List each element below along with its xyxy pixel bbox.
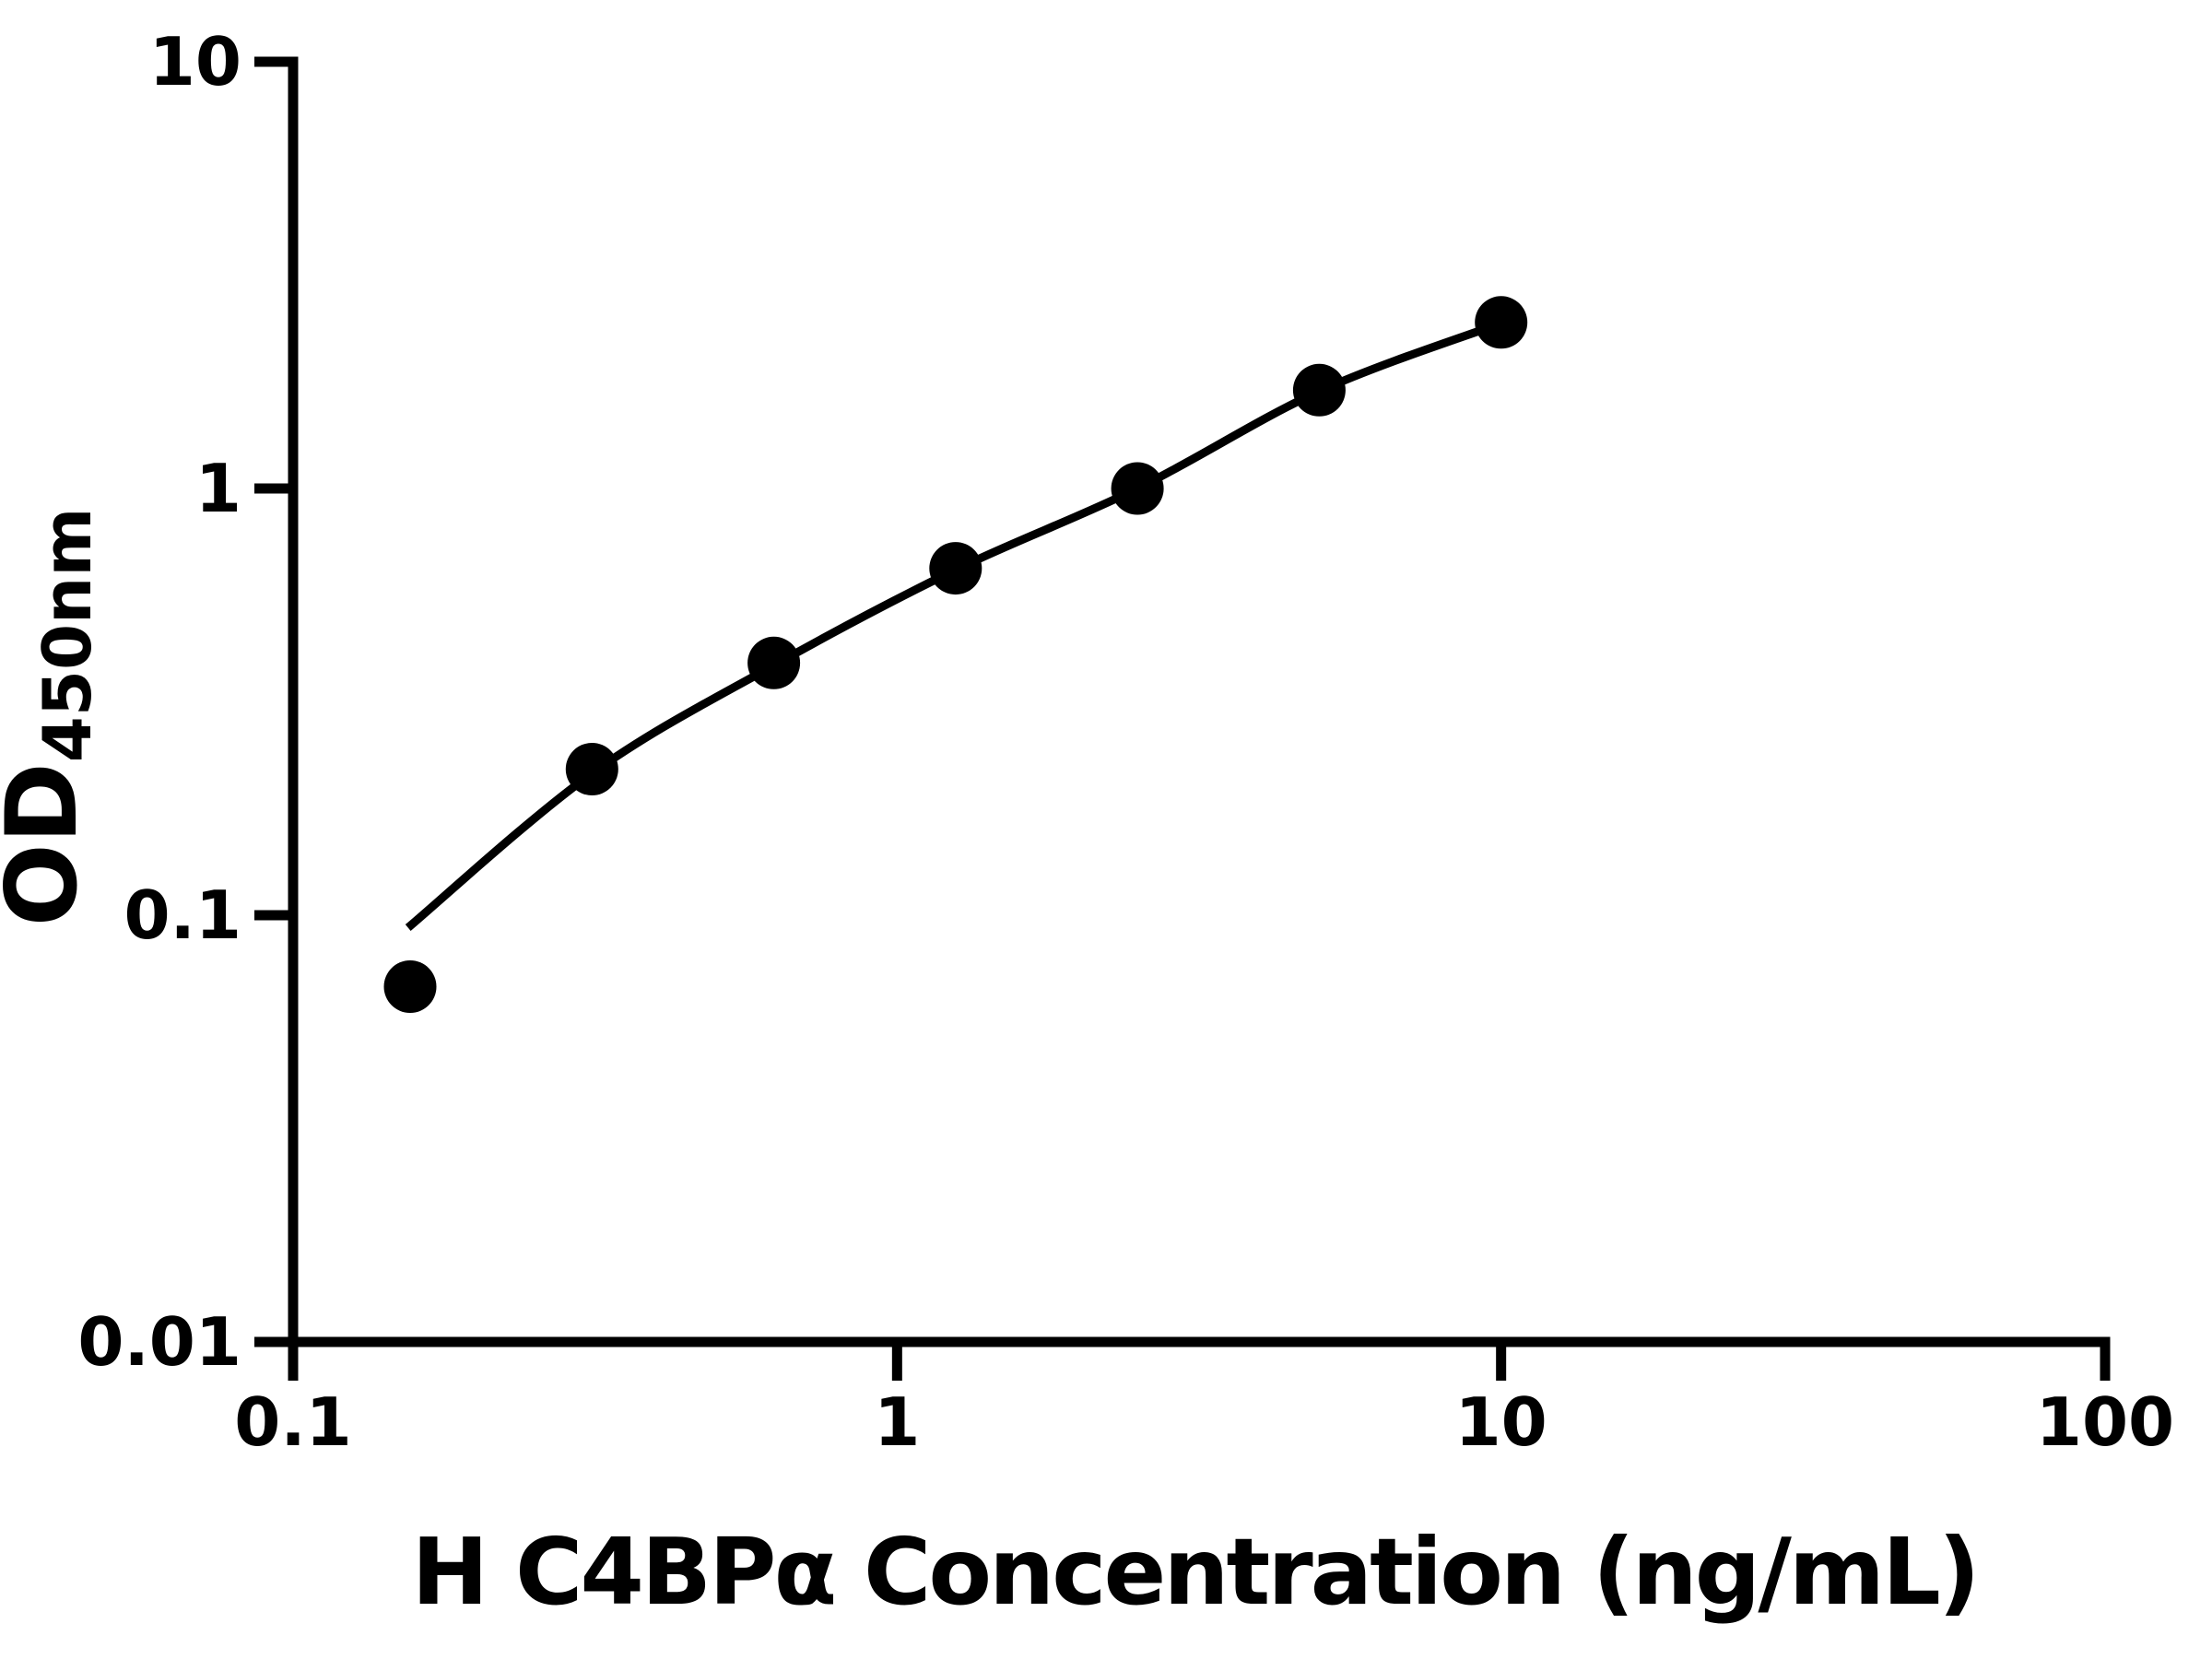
- data-point: [747, 636, 801, 689]
- data-point: [1292, 363, 1346, 417]
- fit-curve: [405, 319, 1503, 931]
- x-tick-label: 1: [874, 1383, 920, 1461]
- data-point: [1111, 462, 1164, 515]
- data-point: [929, 542, 982, 595]
- x-tick-label: 0.1: [234, 1383, 352, 1461]
- data-point: [565, 743, 618, 795]
- x-tick-label: 10: [1455, 1383, 1547, 1461]
- y-axis-title-sub: 450nm: [29, 508, 106, 763]
- y-axis-title-main: OD: [0, 762, 99, 926]
- y-tick-label: 0.01: [77, 1303, 241, 1381]
- y-tick-label: 0.1: [124, 877, 241, 954]
- data-point: [383, 960, 437, 1013]
- data-series: [383, 296, 1528, 1013]
- data-point: [1475, 296, 1528, 349]
- x-tick-label: 100: [2036, 1383, 2174, 1461]
- y-tick-label: 1: [195, 450, 241, 527]
- y-tick-label: 10: [149, 23, 241, 100]
- x-axis-title: H C4BPα Concentration (ng/mL): [411, 1518, 1977, 1626]
- y-axis-title: OD450nm: [0, 508, 106, 927]
- axes: [288, 56, 2111, 1381]
